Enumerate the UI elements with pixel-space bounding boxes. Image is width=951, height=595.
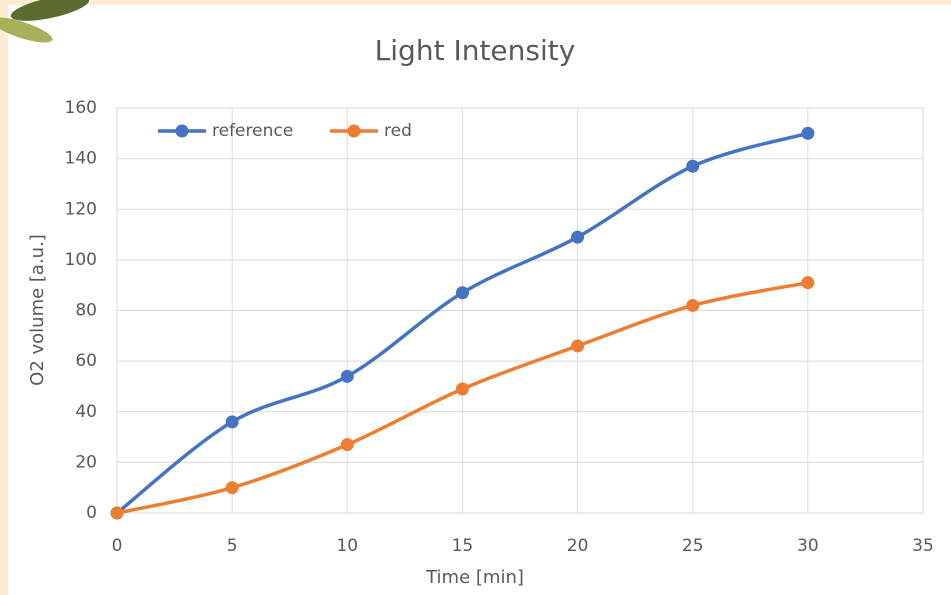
x-tick-label: 25 [682, 536, 704, 556]
legend-label: reference [212, 121, 293, 141]
x-tick-label: 5 [227, 536, 238, 556]
data-point [340, 369, 354, 383]
x-tick-label: 35 [912, 536, 934, 556]
data-point [801, 276, 815, 290]
data-point [801, 126, 815, 140]
data-point [340, 438, 354, 452]
x-tick-label: 30 [797, 536, 819, 556]
x-tick-label: 15 [452, 536, 474, 556]
data-point [686, 159, 700, 173]
legend-marker [347, 124, 361, 138]
y-tick-label: 160 [65, 98, 97, 118]
data-point [225, 415, 239, 429]
y-tick-label: 80 [75, 301, 97, 321]
legend-label: red [384, 121, 412, 141]
leaf-decoration [10, 0, 90, 21]
y-axis-title: O2 volume [a.u.] [27, 234, 48, 386]
data-point [455, 382, 469, 396]
plot [110, 126, 815, 520]
legend-marker [175, 124, 189, 138]
data-point [571, 230, 585, 244]
chart-background [8, 5, 951, 595]
y-tick-label: 40 [75, 402, 97, 422]
data-point [686, 298, 700, 312]
y-tick-label: 140 [65, 149, 97, 169]
legend: reference red [158, 121, 412, 141]
data-point [110, 506, 124, 520]
x-axis-title: Time [min] [425, 567, 524, 588]
y-tick-label: 20 [75, 452, 97, 472]
x-tick-label: 10 [336, 536, 358, 556]
x-tick-label: 20 [567, 536, 589, 556]
leaf-decoration [0, 17, 53, 43]
y-tick-label: 60 [75, 351, 97, 371]
y-tick-label: 120 [65, 199, 97, 219]
data-point [225, 481, 239, 495]
x-tick-label: 0 [112, 536, 123, 556]
y-tick-label: 0 [86, 503, 97, 523]
chart-title: Light Intensity [375, 34, 576, 67]
y-tick-label: 100 [65, 250, 97, 270]
data-point [571, 339, 585, 353]
data-point [455, 286, 469, 300]
